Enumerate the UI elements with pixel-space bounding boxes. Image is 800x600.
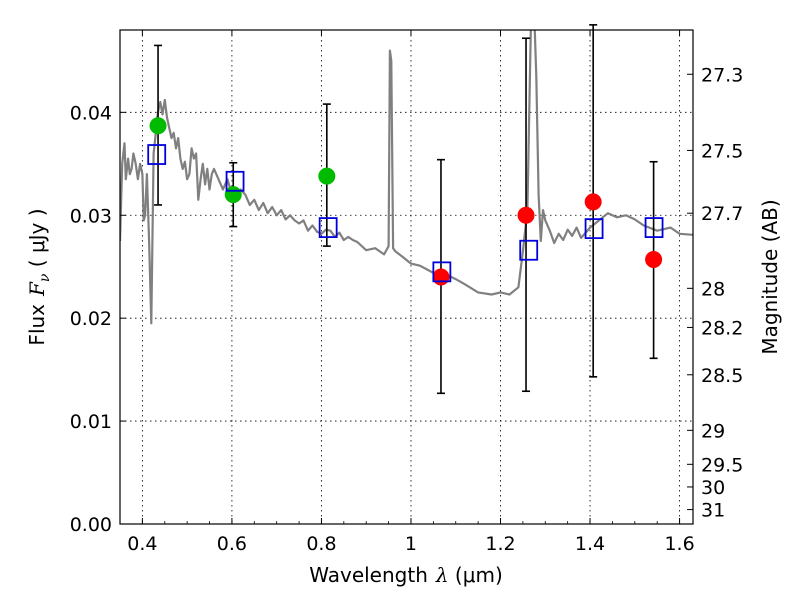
y-axis-label-text: Flux bbox=[25, 304, 49, 346]
model-flux-point bbox=[147, 144, 167, 165]
y-tick-label: 0.00 bbox=[70, 514, 112, 536]
model-flux-point bbox=[318, 217, 338, 239]
observed-flux-point bbox=[149, 117, 167, 135]
y-axis-label: Flux Fν ( μJy ) bbox=[25, 208, 53, 345]
x-axis-label: Wavelength λ (μm) bbox=[309, 563, 503, 587]
right-tick-label: 28.5 bbox=[701, 365, 743, 387]
series-layer bbox=[120, 30, 693, 325]
right-tick-label: 29.5 bbox=[701, 454, 743, 476]
observed-flux-point bbox=[224, 186, 242, 204]
plot-frame bbox=[119, 29, 694, 525]
x-tick-label: 0.4 bbox=[127, 533, 157, 555]
y-tick-label: 0.03 bbox=[70, 205, 112, 227]
observed-flux-point bbox=[318, 167, 336, 185]
x-axis-label-symbol: λ bbox=[435, 563, 449, 587]
x-tick-label: 1.6 bbox=[664, 533, 694, 555]
template-spectrum-line bbox=[120, 30, 693, 325]
y-tick-label: 0.02 bbox=[70, 308, 112, 330]
right-tick-label: 27.5 bbox=[701, 140, 743, 162]
plot-background bbox=[120, 30, 693, 524]
right-tick-label: 29 bbox=[701, 420, 725, 442]
y-tick-label: 0.04 bbox=[70, 102, 112, 124]
x-tick-label: 1.4 bbox=[575, 533, 605, 555]
y-axis-label-unit: ( μJy ) bbox=[25, 208, 49, 273]
observed-flux-point bbox=[584, 193, 602, 211]
x-tick-label: 0.8 bbox=[306, 533, 336, 555]
observed-flux-point bbox=[432, 268, 450, 286]
model-flux-point bbox=[225, 170, 245, 192]
observed-flux-point bbox=[517, 206, 535, 224]
right-tick-label: 30 bbox=[701, 477, 725, 499]
x-tick-label: 1 bbox=[405, 533, 417, 555]
x-tick-label: 1.2 bbox=[485, 533, 515, 555]
right-tick-label: 31 bbox=[701, 500, 725, 522]
y-axis-label-subscript: ν bbox=[37, 273, 53, 282]
right-tick-label: 27.3 bbox=[701, 64, 743, 86]
marker-layer bbox=[147, 24, 664, 395]
y-axis-label-symbol: F bbox=[25, 281, 49, 297]
model-flux-point bbox=[644, 217, 664, 239]
model-flux-point bbox=[584, 218, 604, 240]
y-tick-label: 0.01 bbox=[70, 411, 112, 433]
model-flux-point bbox=[519, 239, 539, 261]
right-tick-label: 28.2 bbox=[701, 317, 743, 339]
x-axis-label-unit: (μm) bbox=[449, 563, 503, 587]
x-axis-label-text: Wavelength bbox=[309, 563, 428, 587]
right-axis-label: Magnitude (AB) bbox=[758, 199, 782, 354]
model-flux-point bbox=[432, 261, 452, 283]
right-tick-label: 27.7 bbox=[701, 203, 743, 225]
observed-flux-point bbox=[645, 251, 663, 269]
x-tick-label: 0.6 bbox=[217, 533, 247, 555]
right-tick-label: 28 bbox=[701, 278, 725, 300]
axis-ticks: 0.4 0.6 0.8 1 1.2 1.4 1.6 0.00 0.01 0.02 0.03 0.04 2… bbox=[70, 30, 743, 555]
